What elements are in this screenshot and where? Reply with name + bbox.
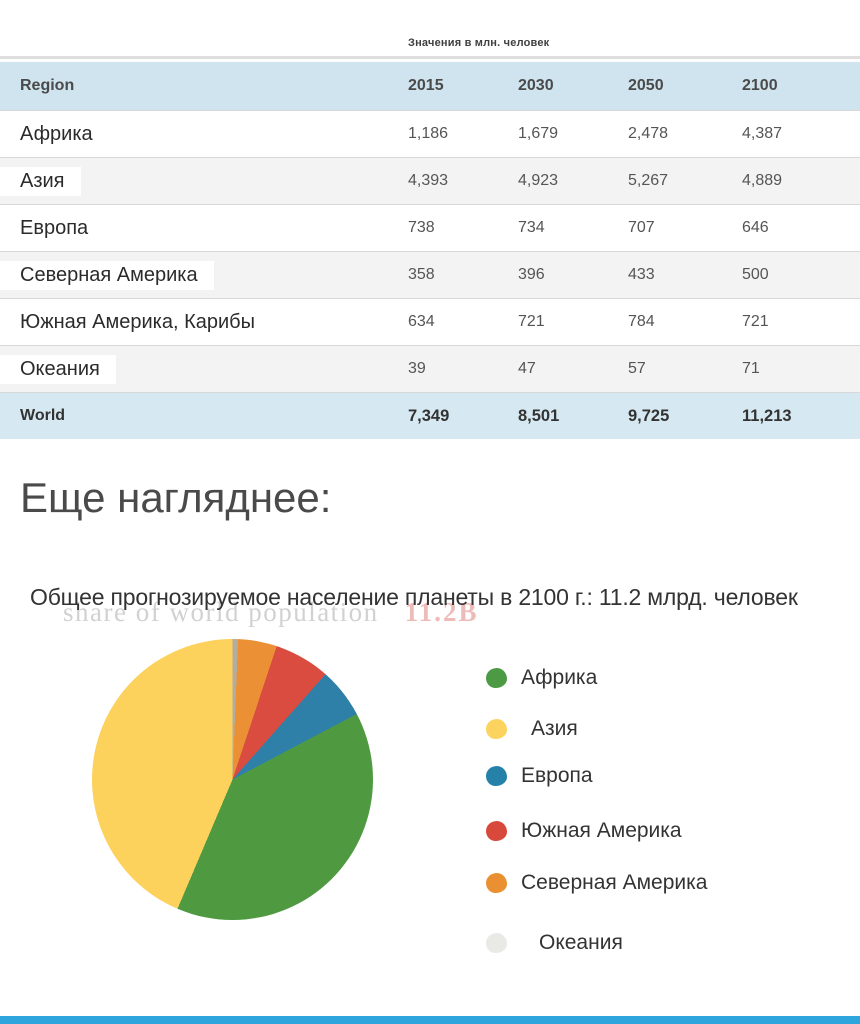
value-cell: 721 xyxy=(518,313,545,330)
table-row: Северная Америка 358 396 433 500 xyxy=(0,251,860,298)
watermark-value: 11.2B xyxy=(404,597,479,627)
value-cell: 738 xyxy=(408,219,435,236)
legend-item: Африка xyxy=(486,666,707,690)
watermark-text: share of world population xyxy=(63,597,379,627)
value-cell: 71 xyxy=(742,360,760,377)
value-cell: 1,679 xyxy=(518,125,559,142)
region-cell: World xyxy=(0,407,408,425)
legend-item: Северная Америка xyxy=(486,871,707,895)
legend-label: Африка xyxy=(521,666,598,689)
region-label: Азия xyxy=(0,166,81,196)
region-cell: Азия xyxy=(0,166,408,196)
value-cell: 1,186 xyxy=(408,125,449,142)
value-cell: 5,267 xyxy=(628,172,669,189)
region-cell: Африка xyxy=(0,123,408,146)
value-cell: 57 xyxy=(628,360,646,377)
table-row: Азия 4,393 4,923 5,267 4,889 xyxy=(0,157,860,204)
chart-title: Общее прогнозируемое население планеты в… xyxy=(30,584,798,610)
year-column-header: 2050 xyxy=(628,77,664,94)
value-cell: 47 xyxy=(518,360,536,377)
year-column-header: 2100 xyxy=(742,77,778,94)
value-cell: 8,501 xyxy=(518,406,560,425)
table-row: Африка 1,186 1,679 2,478 4,387 xyxy=(0,110,860,157)
value-cell: 396 xyxy=(518,266,545,283)
value-cell: 2,478 xyxy=(628,125,669,142)
value-cell: 784 xyxy=(628,313,655,330)
table-row: Европа 738 734 707 646 xyxy=(0,204,860,251)
region-cell: Европа xyxy=(0,217,408,240)
year-column-header: 2030 xyxy=(518,77,554,94)
legend-label: Северная Америка xyxy=(521,871,708,894)
pie-chart xyxy=(92,639,373,920)
value-cell: 358 xyxy=(408,266,435,283)
legend-color-dot xyxy=(486,821,507,841)
region-label: Европа xyxy=(20,216,89,239)
legend-label: Южная Америка xyxy=(521,819,682,842)
chart-legend: Африка Азия Европа Южная Америка Северная Ам… xyxy=(486,666,707,955)
region-column-header: Region xyxy=(20,77,75,94)
legend-item: Азия xyxy=(486,717,707,741)
legend-item: Южная Америка xyxy=(486,819,707,843)
bottom-divider-bar xyxy=(0,1016,860,1024)
value-cell: 9,725 xyxy=(628,406,670,425)
value-cell: 707 xyxy=(628,219,655,236)
legend-item: Европа xyxy=(486,764,707,788)
legend-color-dot xyxy=(486,766,507,786)
region-label: Африка xyxy=(20,122,93,145)
region-label: Южная Америка, Карибы xyxy=(20,310,255,333)
legend-color-dot xyxy=(486,933,507,953)
table-caption: Значения в млн. человек xyxy=(408,37,550,49)
section-heading: Еще нагляднее: xyxy=(20,474,332,521)
value-cell: 634 xyxy=(408,313,435,330)
region-cell: Южная Америка, Карибы xyxy=(0,311,408,334)
region-label: World xyxy=(20,407,66,424)
value-cell: 39 xyxy=(408,360,426,377)
table-header-row: Region 2015 2030 2050 2100 xyxy=(0,62,860,110)
chart-watermark: share of world population 11.2B xyxy=(63,597,478,628)
year-column-header: 2015 xyxy=(408,77,444,94)
population-table: Region 2015 2030 2050 2100 Африка 1,186 1,679… xyxy=(0,56,860,439)
region-cell: Океания xyxy=(0,354,408,384)
table-row: World 7,349 8,501 9,725 11,213 xyxy=(0,392,860,439)
legend-color-dot xyxy=(486,668,507,688)
value-cell: 646 xyxy=(742,219,769,236)
value-cell: 4,923 xyxy=(518,172,559,189)
value-cell: 4,889 xyxy=(742,172,783,189)
table-top-divider xyxy=(0,56,860,59)
legend-label: Европа xyxy=(521,764,593,787)
legend-color-dot xyxy=(486,719,507,739)
value-cell: 7,349 xyxy=(408,406,450,425)
value-cell: 734 xyxy=(518,219,545,236)
value-cell: 4,387 xyxy=(742,125,783,142)
value-cell: 11,213 xyxy=(742,406,792,425)
value-cell: 433 xyxy=(628,266,655,283)
table-row: Южная Америка, Карибы 634 721 784 721 xyxy=(0,298,860,345)
region-cell: Северная Америка xyxy=(0,260,408,290)
value-cell: 500 xyxy=(742,266,769,283)
value-cell: 4,393 xyxy=(408,172,449,189)
table-row: Океания 39 47 57 71 xyxy=(0,345,860,392)
legend-label: Азия xyxy=(531,717,578,740)
legend-label: Океания xyxy=(539,931,623,954)
legend-item: Океания xyxy=(486,931,707,955)
legend-color-dot xyxy=(486,873,507,893)
region-label: Северная Америка xyxy=(0,260,214,290)
region-label: Океания xyxy=(0,354,116,384)
table-body: Африка 1,186 1,679 2,478 4,387 Азия 4,393 4,923… xyxy=(0,110,860,439)
value-cell: 721 xyxy=(742,313,769,330)
